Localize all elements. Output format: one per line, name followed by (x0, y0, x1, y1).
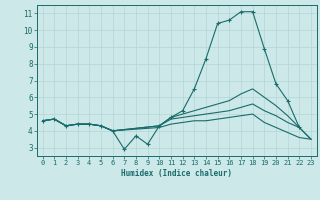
X-axis label: Humidex (Indice chaleur): Humidex (Indice chaleur) (121, 169, 232, 178)
